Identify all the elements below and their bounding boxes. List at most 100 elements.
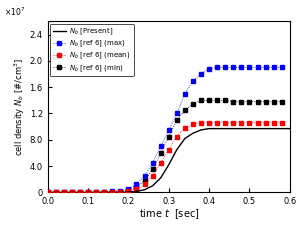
- $N_b$ [Present]: [280, 127, 284, 130]
- $N_b$ [Present]: [199, 128, 203, 131]
- $N_b$ [ref 6] (mean): [159, 161, 162, 164]
- $N_b$ [Present]: [215, 127, 219, 130]
- $N_b$ [Present]: [70, 191, 74, 194]
- Line: $N_b$ [ref 6] (mean): $N_b$ [ref 6] (mean): [46, 121, 284, 194]
- $N_b$ [Present]: [167, 163, 171, 166]
- $N_b$ [Present]: [288, 127, 292, 130]
- $N_b$ [ref 6] (max): [62, 191, 66, 194]
- $N_b$ [Present]: [183, 137, 187, 140]
- $N_b$ [ref 6] (max): [191, 79, 195, 82]
- $N_b$ [ref 6] (mean): [111, 191, 114, 193]
- $N_b$ [Present]: [46, 191, 50, 194]
- $N_b$ [ref 6] (min): [86, 191, 90, 194]
- $N_b$ [ref 6] (min): [127, 189, 130, 192]
- $N_b$ [ref 6] (min): [135, 186, 138, 188]
- $N_b$ [ref 6] (max): [70, 191, 74, 194]
- $N_b$ [ref 6] (min): [102, 191, 106, 194]
- $N_b$ [ref 6] (max): [143, 175, 146, 177]
- $N_b$ [ref 6] (max): [199, 73, 203, 75]
- $N_b$ [Present]: [248, 127, 251, 130]
- $N_b$ [Present]: [239, 127, 243, 130]
- $N_b$ [ref 6] (min): [183, 109, 187, 111]
- $N_b$ [ref 6] (mean): [143, 183, 146, 186]
- $N_b$ [ref 6] (min): [167, 135, 171, 138]
- $N_b$ [ref 6] (max): [280, 66, 284, 69]
- $N_b$ [ref 6] (min): [223, 99, 227, 102]
- $N_b$ [Present]: [127, 191, 130, 193]
- $N_b$ [ref 6] (min): [111, 191, 114, 193]
- $N_b$ [Present]: [264, 127, 267, 130]
- $N_b$ [Present]: [102, 191, 106, 194]
- $N_b$ [ref 6] (min): [264, 100, 267, 103]
- $N_b$ [Present]: [62, 191, 66, 194]
- $N_b$ [ref 6] (max): [102, 190, 106, 193]
- $N_b$ [ref 6] (max): [175, 112, 179, 115]
- Line: $N_b$ [ref 6] (min): $N_b$ [ref 6] (min): [46, 98, 284, 194]
- $N_b$ [ref 6] (mean): [223, 121, 227, 124]
- $N_b$ [ref 6] (max): [215, 66, 219, 69]
- $N_b$ [ref 6] (max): [167, 128, 171, 131]
- $N_b$ [ref 6] (min): [232, 100, 235, 103]
- $N_b$ [Present]: [86, 191, 90, 194]
- $N_b$ [Present]: [54, 191, 58, 194]
- $N_b$ [ref 6] (max): [46, 191, 50, 194]
- $N_b$ [Present]: [111, 191, 114, 194]
- $N_b$ [ref 6] (mean): [191, 123, 195, 125]
- $N_b$ [ref 6] (max): [94, 191, 98, 194]
- Text: $\times10^7$: $\times10^7$: [4, 6, 25, 18]
- $N_b$ [ref 6] (mean): [151, 175, 154, 177]
- $N_b$ [ref 6] (max): [118, 190, 122, 192]
- $N_b$ [ref 6] (min): [175, 119, 179, 121]
- $N_b$ [ref 6] (mean): [167, 148, 171, 151]
- $N_b$ [ref 6] (min): [256, 100, 259, 103]
- $N_b$ [Present]: [135, 190, 138, 193]
- $N_b$ [ref 6] (min): [151, 168, 154, 171]
- $N_b$ [ref 6] (mean): [272, 121, 275, 124]
- $N_b$ [Present]: [232, 127, 235, 130]
- $N_b$ [ref 6] (min): [94, 191, 98, 194]
- $N_b$ [ref 6] (max): [78, 191, 82, 194]
- $N_b$ [ref 6] (mean): [54, 191, 58, 194]
- $N_b$ [ref 6] (min): [159, 152, 162, 154]
- $N_b$ [ref 6] (max): [264, 66, 267, 69]
- $N_b$ [ref 6] (min): [70, 191, 74, 194]
- $N_b$ [Present]: [175, 148, 179, 151]
- $N_b$ [ref 6] (mean): [135, 188, 138, 190]
- $N_b$ [ref 6] (max): [248, 66, 251, 69]
- $N_b$ [ref 6] (mean): [78, 191, 82, 194]
- $N_b$ [ref 6] (max): [232, 66, 235, 69]
- $N_b$ [ref 6] (mean): [232, 121, 235, 124]
- $N_b$ [Present]: [272, 127, 275, 130]
- Line: $N_b$ [ref 6] (max): $N_b$ [ref 6] (max): [46, 66, 284, 194]
- $N_b$ [Present]: [191, 132, 195, 135]
- $N_b$ [ref 6] (mean): [118, 190, 122, 193]
- $N_b$ [ref 6] (mean): [70, 191, 74, 194]
- X-axis label: time $t$  [sec]: time $t$ [sec]: [139, 208, 199, 222]
- $N_b$ [ref 6] (min): [207, 99, 211, 102]
- $N_b$ [ref 6] (max): [223, 66, 227, 69]
- $N_b$ [ref 6] (max): [54, 191, 58, 194]
- $N_b$ [ref 6] (min): [46, 191, 50, 194]
- $N_b$ [ref 6] (min): [191, 102, 195, 105]
- $N_b$ [Present]: [223, 127, 227, 130]
- $N_b$ [ref 6] (mean): [215, 121, 219, 124]
- $N_b$ [ref 6] (mean): [86, 191, 90, 194]
- $N_b$ [ref 6] (min): [239, 100, 243, 103]
- $N_b$ [Present]: [118, 191, 122, 194]
- $N_b$ [ref 6] (min): [78, 191, 82, 194]
- $N_b$ [Present]: [143, 188, 146, 191]
- $N_b$ [ref 6] (mean): [127, 190, 130, 192]
- $N_b$ [ref 6] (max): [135, 183, 138, 186]
- $N_b$ [Present]: [256, 127, 259, 130]
- $N_b$ [Present]: [151, 185, 154, 187]
- $N_b$ [ref 6] (min): [215, 99, 219, 102]
- $N_b$ [ref 6] (mean): [62, 191, 66, 194]
- Line: $N_b$ [Present]: $N_b$ [Present]: [48, 129, 290, 192]
- $N_b$ [Present]: [207, 127, 211, 130]
- $N_b$ [ref 6] (min): [62, 191, 66, 194]
- $N_b$ [ref 6] (max): [159, 145, 162, 148]
- $N_b$ [ref 6] (mean): [280, 121, 284, 124]
- $N_b$ [ref 6] (mean): [102, 191, 106, 194]
- $N_b$ [ref 6] (mean): [256, 121, 259, 124]
- $N_b$ [ref 6] (mean): [264, 121, 267, 124]
